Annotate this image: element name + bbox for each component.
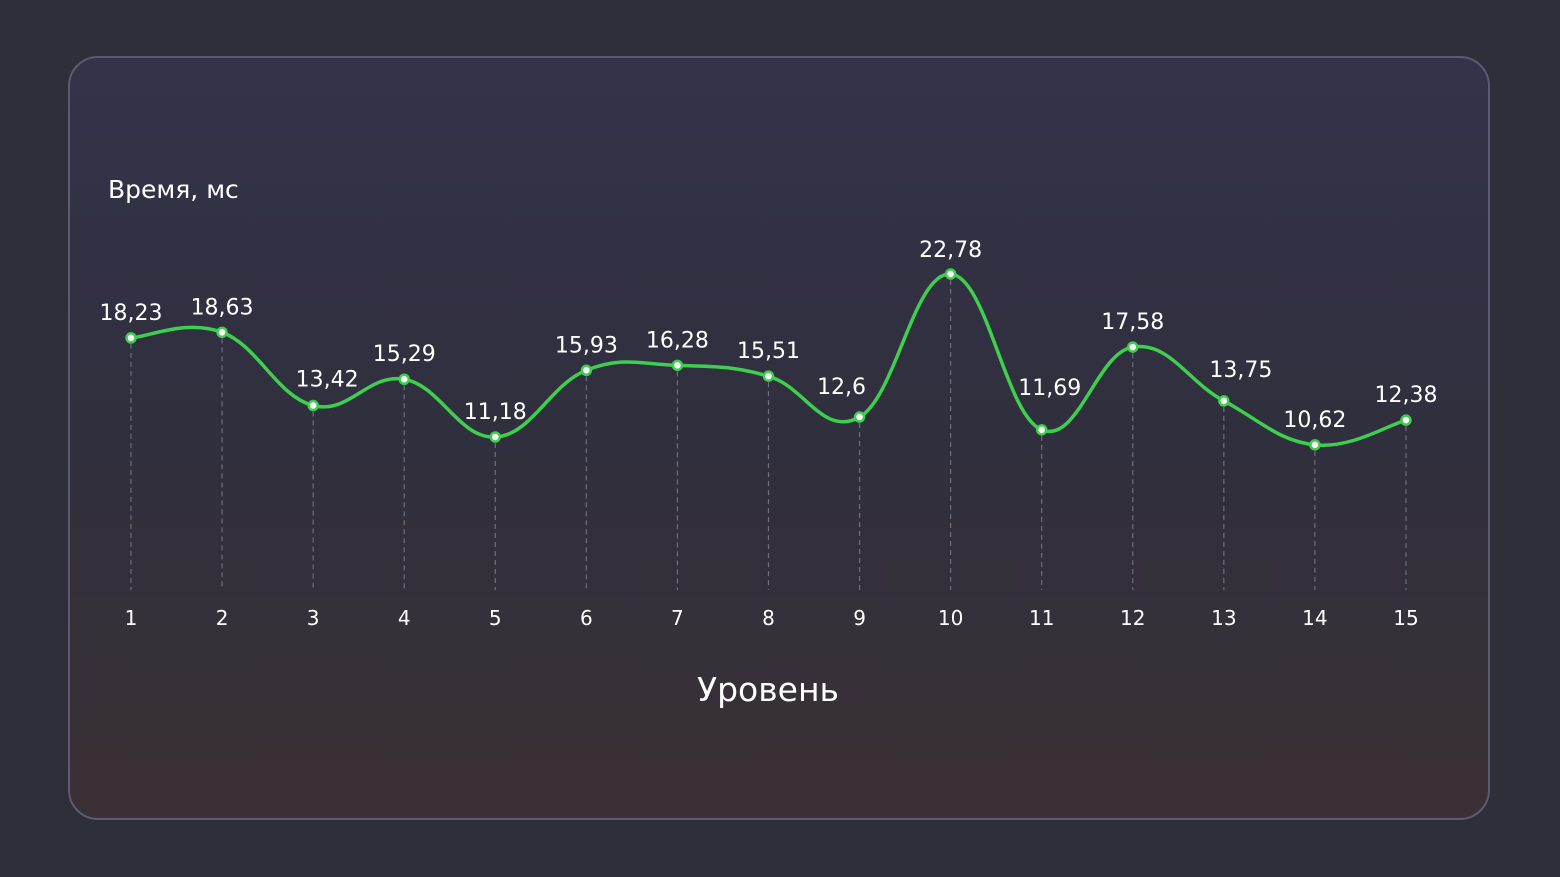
data-label: 11,18 [464, 400, 527, 425]
data-point [1400, 414, 1412, 426]
data-labels: 18,23 18,63 13,42 15,29 11,18 15,93 16,28 15,51… [100, 238, 1438, 433]
drop-lines [130, 280, 1407, 590]
chart-card [68, 56, 1490, 820]
x-tick-label: 13 [1211, 606, 1236, 630]
data-label: 10,62 [1283, 408, 1346, 433]
data-label: 13,42 [296, 368, 359, 393]
x-tick-label: 5 [489, 606, 502, 630]
data-label: 15,93 [555, 333, 618, 358]
data-point [307, 399, 319, 412]
data-label: 15,51 [737, 339, 800, 364]
x-axis-label: Уровень [697, 670, 839, 709]
data-point [853, 411, 866, 423]
x-tick-label: 12 [1120, 606, 1145, 630]
x-tick-label: 2 [216, 606, 229, 630]
data-point [1309, 439, 1321, 451]
data-points [125, 268, 1412, 451]
data-label: 22,78 [919, 238, 982, 263]
data-point [580, 364, 593, 377]
data-point [216, 326, 228, 339]
x-tick-label: 14 [1302, 606, 1327, 630]
x-tick-labels: 1 2 3 4 5 6 7 8 9 10 11 12 13 14 15 [125, 606, 1419, 630]
data-point [489, 431, 502, 443]
data-label: 13,75 [1209, 358, 1272, 383]
x-tick-label: 1 [125, 606, 138, 630]
data-label: 16,28 [646, 328, 709, 353]
x-tick-label: 4 [398, 606, 411, 630]
data-label: 15,29 [373, 342, 436, 367]
series-line [129, 272, 1408, 447]
data-point [398, 373, 410, 385]
x-tick-label: 6 [580, 606, 593, 630]
data-point [1218, 395, 1230, 407]
x-tick-label: 11 [1029, 606, 1054, 630]
data-point [762, 370, 775, 382]
data-point [671, 359, 684, 372]
x-tick-label: 7 [671, 606, 684, 630]
data-label: 18,23 [100, 301, 163, 326]
x-tick-label: 3 [307, 606, 320, 630]
data-label: 11,69 [1018, 376, 1081, 401]
x-tick-label: 8 [762, 606, 775, 630]
data-point [1127, 341, 1139, 353]
data-label: 12,38 [1374, 383, 1437, 408]
x-tick-label: 10 [938, 606, 963, 630]
data-label: 12,6 [817, 375, 866, 400]
data-point [125, 332, 137, 344]
data-label: 17,58 [1101, 310, 1164, 335]
data-point [1035, 424, 1048, 436]
data-label: 18,63 [191, 295, 254, 320]
x-tick-label: 9 [853, 606, 866, 630]
data-point [944, 268, 957, 280]
y-axis-label: Время, мс [108, 175, 239, 204]
x-tick-label: 15 [1393, 606, 1418, 630]
